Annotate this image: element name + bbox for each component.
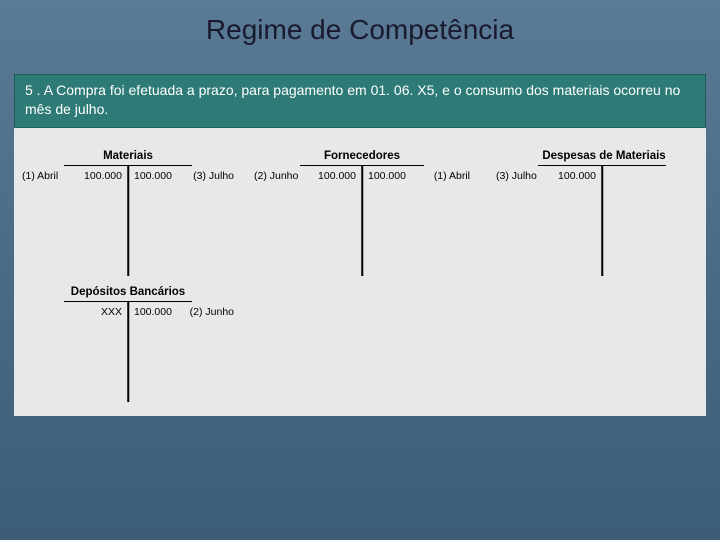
entry-note: (2) Junho [190, 306, 234, 319]
entry-note: (2) Junho [254, 170, 298, 183]
entry-value: XXX [101, 306, 122, 319]
page-title: Regime de Competência [0, 0, 720, 56]
account-title: Depósitos Bancários [22, 286, 234, 301]
entry-value: 100.000 [84, 170, 122, 183]
entry-value: 100.000 [318, 170, 356, 183]
entry-note: (3) Julho [496, 170, 537, 183]
entry-value: 100.000 [558, 170, 596, 183]
statement-number: 5 . [25, 82, 41, 98]
entry-note: (3) Julho [193, 170, 234, 183]
entry-value: 100.000 [134, 306, 172, 319]
statement-box: 5 . A Compra foi efetuada a prazo, para … [14, 74, 706, 128]
t-account-materiais: Materiais (1) Abril 100.000 100.000 (3) … [22, 150, 234, 183]
t-account-fornecedores: Fornecedores (2) Junho 100.000 100.000 (… [254, 150, 470, 183]
account-title: Despesas de Materiais [496, 150, 696, 165]
t-account-despesas: Despesas de Materiais (3) Julho 100.000 [496, 150, 696, 183]
entry-value: 100.000 [134, 170, 172, 183]
entry-note: (1) Abril [434, 170, 470, 183]
t-accounts-diagram: Materiais (1) Abril 100.000 100.000 (3) … [14, 128, 706, 416]
entry-value: 100.000 [368, 170, 406, 183]
statement-text: A Compra foi efetuada a prazo, para paga… [25, 82, 680, 117]
t-account-depositos: Depósitos Bancários XXX 100.000 (2) Junh… [22, 286, 234, 319]
account-title: Materiais [22, 150, 234, 165]
entry-note: (1) Abril [22, 170, 58, 183]
account-title: Fornecedores [254, 150, 470, 165]
